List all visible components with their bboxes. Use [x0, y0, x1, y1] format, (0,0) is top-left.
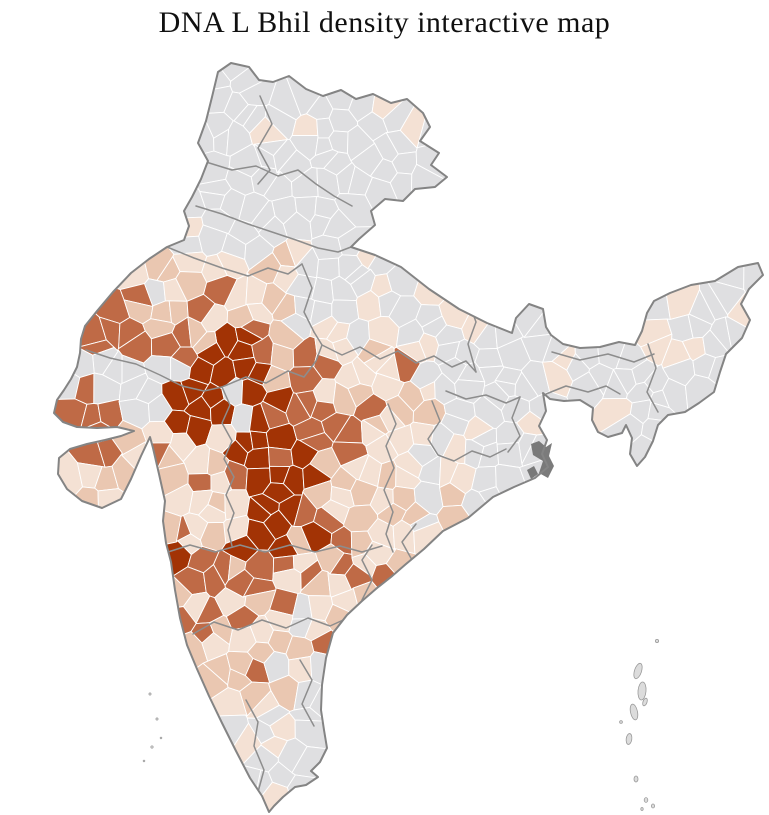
district-polygon[interactable] [249, 430, 270, 450]
state-border-line [221, 331, 323, 388]
island-shape [651, 803, 656, 809]
lakshadweep-islands [142, 692, 163, 763]
state-border-line [646, 343, 659, 413]
state-border-line [551, 351, 655, 363]
island-shape [619, 720, 623, 724]
state-border-line [427, 400, 507, 462]
district-polygon[interactable] [596, 434, 751, 555]
island-shape [150, 745, 154, 749]
district-polygon[interactable] [0, 486, 101, 607]
district-polygon[interactable] [97, 488, 144, 579]
district-polygon[interactable] [262, 482, 295, 504]
district-polygon[interactable] [478, 486, 555, 601]
island-shape [625, 733, 633, 745]
state-border-line [321, 344, 477, 373]
island-shape [643, 797, 649, 803]
state-border-line [205, 161, 353, 207]
district-polygon[interactable] [523, 257, 593, 338]
district-polygon[interactable] [461, 488, 560, 609]
island-shape [633, 662, 643, 680]
district-polygon[interactable] [170, 85, 233, 115]
island-shape [633, 775, 639, 783]
state-border-line [195, 205, 352, 253]
district-polygon[interactable] [371, 563, 491, 685]
district-polygon[interactable] [684, 374, 769, 495]
district-polygon[interactable] [96, 78, 215, 165]
district-polygon[interactable] [76, 606, 197, 674]
district-polygon[interactable] [136, 216, 204, 240]
district-polygon[interactable] [0, 232, 107, 348]
district-polygon[interactable] [519, 446, 622, 579]
district-polygon[interactable] [126, 714, 249, 812]
state-border-line [166, 246, 303, 277]
state-border-line [299, 659, 315, 727]
state-border-line [257, 95, 273, 185]
district-polygon[interactable] [579, 200, 671, 322]
map-title: DNA L Bhil density interactive map [158, 6, 611, 39]
district-polygon[interactable] [708, 353, 769, 465]
district-polygon[interactable] [309, 678, 427, 764]
island-shape [629, 703, 639, 721]
island-shape [637, 681, 647, 701]
island-shape [142, 759, 146, 763]
state-border-line [245, 699, 265, 793]
district-polygon[interactable] [192, 331, 218, 355]
district-polygon[interactable] [286, 774, 408, 815]
island-shape [159, 736, 163, 740]
district-polygon[interactable] [724, 316, 769, 413]
district-polygon[interactable] [410, 163, 516, 237]
island-shape [640, 807, 644, 811]
state-border-line [85, 349, 223, 392]
state-border-line [221, 386, 235, 547]
india-outline [53, 62, 764, 813]
district-polygon[interactable] [413, 230, 498, 306]
state-border-line [545, 385, 621, 395]
state-borders-layer [85, 95, 659, 793]
district-polygon[interactable] [0, 448, 83, 588]
island-shape [655, 639, 660, 644]
district-polygon[interactable] [291, 746, 410, 794]
island-shape [642, 697, 648, 707]
district-polygon[interactable] [108, 662, 229, 740]
district-polygon[interactable] [640, 418, 758, 500]
state-border-line [167, 544, 383, 553]
state-border-line [301, 263, 315, 333]
district-polygon[interactable] [416, 28, 530, 149]
island-shape [155, 717, 159, 721]
district-polygon[interactable] [743, 168, 769, 319]
district-polygon[interactable] [352, 580, 470, 704]
island-shape [148, 692, 152, 696]
district-polygon[interactable] [438, 247, 496, 330]
district-polygon[interactable] [0, 292, 95, 379]
district-polygon[interactable] [267, 446, 294, 469]
district-polygon[interactable] [436, 504, 546, 624]
district-polygon[interactable] [0, 398, 88, 450]
district-polygon[interactable] [495, 463, 565, 592]
district-polygon[interactable] [316, 257, 340, 281]
district-polygon[interactable] [34, 258, 131, 324]
district-polygon[interactable] [324, 603, 417, 683]
district-polygon[interactable] [0, 305, 81, 402]
district-polygon[interactable] [28, 166, 150, 291]
district-polygon[interactable] [103, 540, 192, 578]
state-border-line [445, 390, 521, 404]
state-border-line [383, 403, 397, 553]
district-polygon[interactable] [496, 442, 524, 468]
andaman-nicobar-islands [619, 639, 660, 811]
district-polygon[interactable] [82, 147, 207, 221]
district-polygon[interactable] [149, 764, 262, 815]
district-polygon[interactable] [413, 521, 480, 601]
district-polygon[interactable] [641, 167, 746, 290]
district-polygon[interactable] [251, 200, 276, 233]
sundarbans-delta [527, 441, 554, 479]
state-border-line [507, 396, 521, 453]
